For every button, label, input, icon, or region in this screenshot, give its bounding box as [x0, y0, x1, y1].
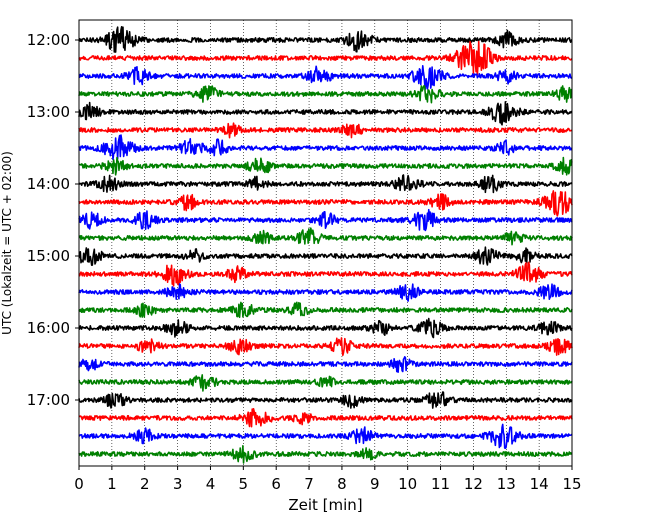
- grid-lines: [111, 20, 540, 466]
- seismic-trace: [78, 283, 573, 302]
- y-tick-label: 15:00: [27, 247, 70, 265]
- seismic-trace: [78, 317, 573, 339]
- x-tick-label: 3: [173, 475, 183, 493]
- seismic-trace: [78, 227, 573, 246]
- x-tick-label: 4: [206, 475, 216, 493]
- y-tick-label: 16:00: [27, 319, 70, 337]
- x-axis-label: Zeit [min]: [288, 496, 362, 514]
- x-tick-label: 11: [431, 475, 450, 493]
- x-tick-label: 12: [464, 475, 483, 493]
- plot-frame: [78, 19, 573, 467]
- seismic-trace: [78, 301, 573, 319]
- y-tick-label: 13:00: [27, 103, 70, 121]
- y-axis-label: UTC (Lokalzeit = UTC + 02:00): [0, 151, 14, 335]
- x-tick-label: 1: [107, 475, 117, 493]
- seismic-trace: [78, 40, 573, 76]
- seismic-trace: [78, 84, 573, 104]
- x-tick-label: 14: [530, 475, 549, 493]
- x-tick-label: 5: [239, 475, 249, 493]
- seismic-trace: [78, 445, 573, 464]
- y-tick-label: 14:00: [27, 175, 70, 193]
- seismic-trace: [78, 190, 573, 217]
- x-tick-label: 2: [140, 475, 150, 493]
- x-tick-label: 10: [398, 475, 417, 493]
- x-tick-label: 0: [74, 475, 84, 493]
- y-tick-label: 12:00: [27, 31, 70, 49]
- y-tick-label: 17:00: [27, 391, 70, 409]
- seismic-trace: [78, 25, 573, 53]
- seismic-trace: [78, 356, 573, 374]
- seismic-trace: [78, 65, 573, 90]
- seismic-traces: [78, 25, 573, 464]
- x-tick-label: 15: [562, 475, 581, 493]
- seismic-trace: [78, 208, 573, 232]
- x-tick-label: 6: [271, 475, 281, 493]
- seismic-trace: [78, 174, 573, 194]
- seismic-trace: [78, 391, 573, 409]
- seismic-trace: [78, 134, 573, 161]
- x-axis-ticks: 0 1 2 3 4 5 6 7 8 9 10 11 12 13 14 15: [74, 466, 582, 493]
- x-tick-label: 9: [370, 475, 380, 493]
- seismic-trace: [78, 423, 573, 449]
- seismic-trace: [78, 261, 573, 287]
- seismic-trace: [78, 122, 573, 139]
- seismic-trace: [78, 374, 573, 392]
- seismic-trace: [78, 337, 573, 357]
- x-tick-label: 8: [337, 475, 347, 493]
- seismic-trace: [78, 156, 573, 176]
- x-tick-label: 13: [497, 475, 516, 493]
- seismic-trace: [78, 100, 573, 126]
- seismic-trace: [78, 407, 573, 428]
- seismic-trace: [78, 246, 573, 266]
- x-tick-label: 7: [304, 475, 314, 493]
- y-axis-ticks: 12:00 13:00 14:00 15:00 16:00 17:00: [27, 31, 79, 409]
